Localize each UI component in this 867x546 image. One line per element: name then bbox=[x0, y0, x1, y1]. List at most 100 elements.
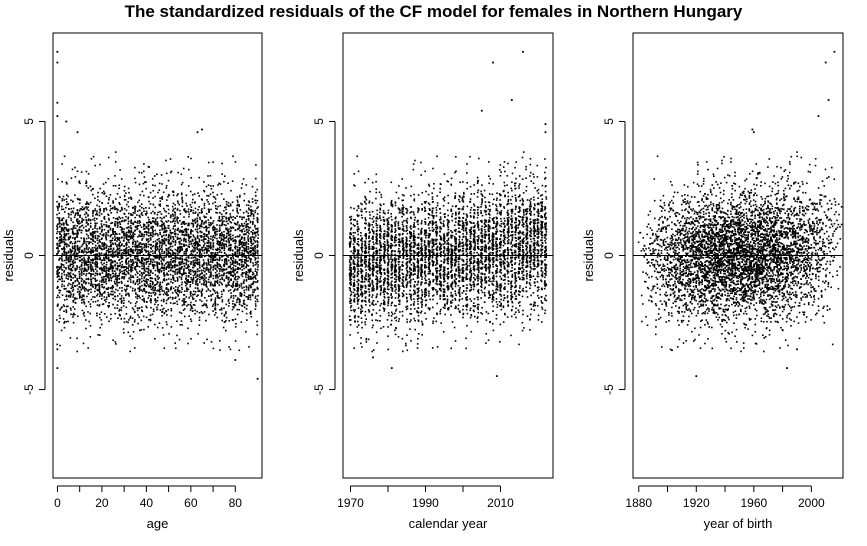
data-point bbox=[218, 297, 221, 299]
data-point bbox=[208, 221, 210, 224]
data-point bbox=[107, 274, 110, 277]
data-point bbox=[123, 284, 126, 287]
data-point bbox=[163, 241, 166, 244]
data-point bbox=[230, 217, 233, 219]
data-point bbox=[140, 172, 143, 174]
data-point bbox=[205, 247, 207, 249]
data-point bbox=[255, 305, 257, 307]
data-point bbox=[138, 199, 140, 202]
data-point bbox=[60, 276, 63, 279]
data-point bbox=[114, 295, 117, 298]
data-point bbox=[179, 272, 182, 275]
data-point bbox=[163, 275, 166, 277]
data-point bbox=[161, 311, 163, 313]
data-point bbox=[83, 301, 86, 304]
data-point bbox=[228, 284, 230, 286]
data-point bbox=[114, 175, 116, 177]
data-point bbox=[162, 334, 165, 336]
data-point bbox=[85, 170, 88, 173]
data-point bbox=[92, 215, 94, 217]
data-point bbox=[56, 280, 59, 283]
data-point bbox=[85, 180, 88, 182]
data-point bbox=[238, 224, 240, 226]
data-point bbox=[221, 223, 224, 226]
data-point bbox=[69, 337, 72, 339]
data-point bbox=[69, 241, 72, 244]
data-point bbox=[139, 194, 142, 196]
data-point bbox=[228, 280, 231, 283]
data-point bbox=[72, 225, 75, 227]
data-point bbox=[243, 282, 245, 284]
data-point bbox=[205, 220, 207, 222]
data-point bbox=[67, 265, 70, 267]
data-point bbox=[136, 297, 139, 300]
data-point bbox=[73, 216, 76, 218]
data-point bbox=[216, 282, 219, 284]
data-point bbox=[249, 226, 252, 229]
data-point bbox=[350, 278, 353, 281]
data-point bbox=[232, 295, 235, 297]
data-point bbox=[101, 281, 103, 283]
data-point bbox=[146, 306, 148, 309]
data-point bbox=[127, 239, 129, 242]
data-point bbox=[194, 291, 197, 293]
data-point bbox=[185, 282, 187, 284]
data-point bbox=[83, 237, 85, 239]
data-point bbox=[176, 236, 179, 239]
data-point bbox=[166, 273, 168, 276]
data-point bbox=[161, 314, 163, 317]
data-point bbox=[230, 256, 232, 259]
data-point bbox=[141, 190, 144, 193]
data-point bbox=[185, 202, 187, 205]
data-point bbox=[131, 269, 134, 272]
data-point bbox=[58, 314, 61, 317]
data-point bbox=[112, 247, 115, 250]
data-point bbox=[110, 261, 113, 264]
data-point bbox=[136, 262, 139, 264]
data-point bbox=[218, 216, 221, 218]
data-point bbox=[86, 202, 88, 205]
data-point bbox=[198, 261, 201, 263]
data-point bbox=[163, 227, 165, 230]
data-point bbox=[118, 237, 121, 239]
data-point bbox=[108, 251, 110, 254]
data-point bbox=[129, 253, 132, 256]
data-point bbox=[161, 240, 164, 243]
data-point bbox=[349, 297, 351, 300]
data-point bbox=[83, 295, 85, 298]
data-point bbox=[67, 232, 70, 235]
data-point bbox=[138, 183, 141, 186]
data-point bbox=[190, 231, 192, 234]
data-point bbox=[192, 290, 195, 293]
data-point bbox=[220, 307, 223, 310]
data-point bbox=[156, 247, 159, 250]
data-point bbox=[141, 265, 143, 267]
data-point bbox=[235, 245, 237, 248]
data-point bbox=[114, 237, 117, 240]
data-point bbox=[165, 267, 168, 270]
data-point bbox=[94, 246, 96, 249]
data-point bbox=[83, 268, 86, 270]
data-point bbox=[221, 270, 224, 273]
outlier-point bbox=[56, 61, 59, 64]
data-point bbox=[103, 256, 105, 259]
data-point bbox=[223, 244, 225, 246]
data-point bbox=[123, 189, 126, 192]
data-point bbox=[121, 263, 124, 266]
data-point bbox=[240, 321, 243, 323]
data-point bbox=[100, 248, 103, 250]
data-point bbox=[230, 272, 232, 274]
data-point bbox=[232, 283, 234, 286]
data-point bbox=[191, 245, 194, 247]
data-point bbox=[116, 265, 119, 267]
data-point bbox=[118, 252, 121, 254]
data-point bbox=[121, 290, 123, 292]
data-point bbox=[111, 253, 114, 255]
data-point bbox=[118, 202, 120, 204]
data-point bbox=[123, 207, 126, 210]
data-point bbox=[123, 228, 125, 230]
data-point bbox=[80, 250, 83, 253]
data-point bbox=[85, 246, 88, 249]
data-point bbox=[108, 197, 110, 199]
data-point bbox=[110, 265, 112, 268]
